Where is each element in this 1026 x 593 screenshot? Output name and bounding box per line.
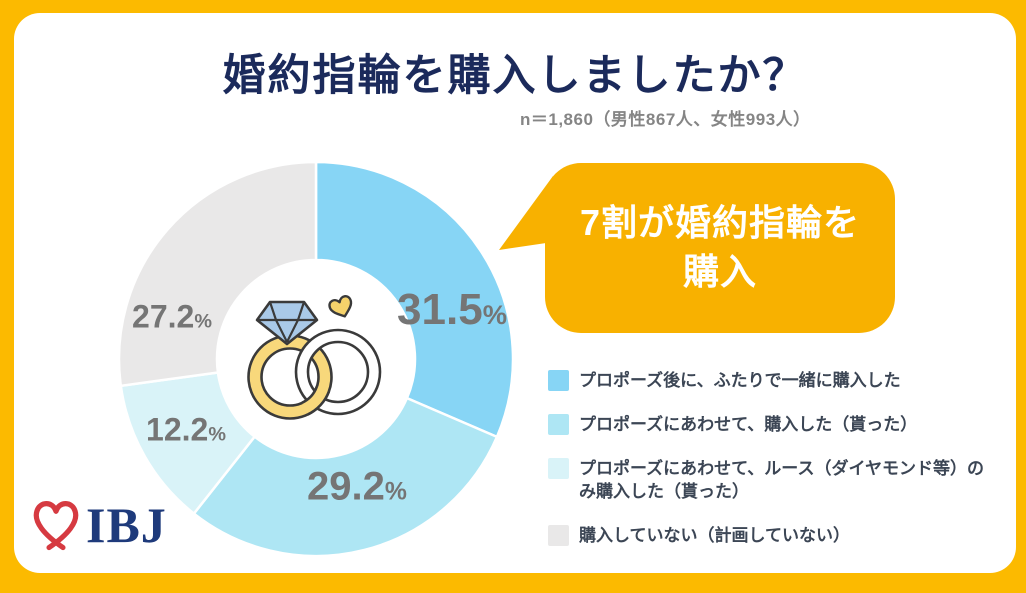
legend-swatch-gray [548,524,569,546]
infographic-card: 婚約指輪を購入しましたか？ n＝1,860（男性867人、女性993人） 31.… [14,13,1016,573]
slice-value: 12.2 [146,411,209,448]
legend-swatch-blue [548,370,569,391]
donut-segment-3 [117,160,318,388]
slice-value: 31.5 [397,285,483,334]
slice-label-loose-diamond: 12.2% [146,412,226,449]
legend-item-loose-diamond: プロポーズにあわせて、ルース（ダイヤモンド等）のみ購入した（貰った） [548,457,1014,504]
slice-value: 27.2 [132,298,195,335]
callout-text: 7割が婚約指輪を 購入 [579,202,861,292]
slice-label-not-purchased: 27.2% [132,299,212,336]
sample-size-note: n＝1,860（男性867人、女性993人） [520,110,811,129]
donut-segment-0 [314,160,515,439]
slice-label-purchased-together: 31.5% [397,285,507,335]
legend-item-purchased-at-proposal: プロポーズにあわせて、購入した（貰った） [548,413,1014,437]
percent-sign: % [194,310,212,333]
legend-item-purchased-together: プロポーズ後に、ふたりで一緒に購入した [548,370,1014,393]
callout-bubble: 7割が婚約指輪を 購入 [545,163,895,333]
chart-legend: プロポーズ後に、ふたりで一緒に購入した プロポーズにあわせて、購入した（貰った）… [548,370,1014,569]
slice-value: 29.2 [307,464,385,509]
diamond-icon [255,300,319,346]
page-title: 婚約指輪を購入しましたか？ [222,52,808,100]
donut-chart-svg [117,160,515,558]
small-heart-icon [328,295,353,318]
ibj-logo-text: IBJ [86,497,167,553]
callout-tail [499,176,553,250]
donut-chart [116,159,516,559]
percent-sign: % [482,299,507,330]
percent-sign: % [208,423,226,446]
ibj-logo: IBJ [30,495,167,555]
legend-swatch-light-blue [548,413,569,435]
heart-icon [33,501,79,551]
legend-swatch-pale-cyan [548,457,569,479]
legend-item-not-purchased: 購入していない（計画していない） [548,524,1014,548]
percent-sign: % [384,478,407,506]
donut-segment-1 [192,396,499,558]
slice-label-purchased-at-proposal: 29.2% [307,465,407,510]
wedding-rings-icon [247,295,382,420]
